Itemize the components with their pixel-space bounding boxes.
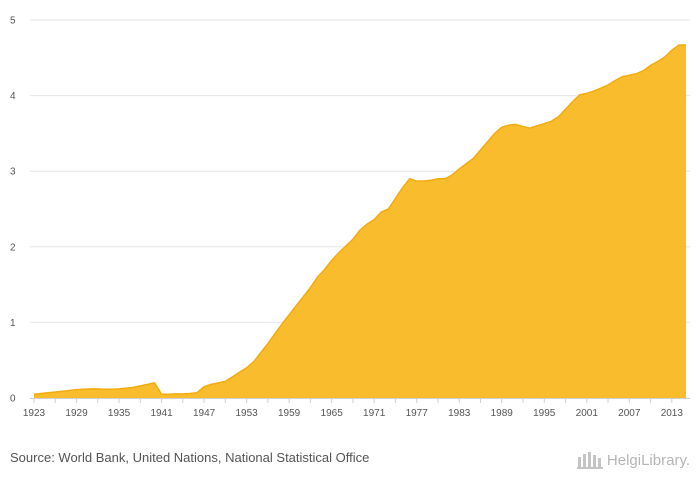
x-tick-label-1971: 1971: [363, 408, 386, 419]
y-tick-label-4: 4: [10, 91, 16, 102]
source-note: Source: World Bank, United Nations, Nati…: [10, 450, 370, 465]
x-tick-label-1995: 1995: [533, 408, 556, 419]
x-tick-label-1941: 1941: [150, 408, 173, 419]
x-tick-label-1989: 1989: [491, 408, 514, 419]
x-tick-label-1959: 1959: [278, 408, 301, 419]
x-tick-label-1947: 1947: [193, 408, 216, 419]
x-tick-label-2013: 2013: [661, 408, 684, 419]
x-tick-label-1923: 1923: [23, 408, 46, 419]
area-series: [33, 44, 686, 399]
x-tick-label-1929: 1929: [65, 408, 88, 419]
y-axis: 0 1 2 3 4 5: [10, 16, 16, 405]
area-chart: 1923 1929 1935 1941 1947 1953 1959 1965 1971 1977…: [10, 16, 690, 419]
x-tick-label-1983: 1983: [448, 408, 471, 419]
x-axis: 1923 1929 1935 1941 1947 1953 1959 1965 1971 1977…: [23, 398, 690, 419]
x-tick-label-1953: 1953: [235, 408, 258, 419]
x-tick-label-2001: 2001: [576, 408, 599, 419]
y-tick-label-5: 5: [10, 16, 16, 27]
y-tick-label-3: 3: [10, 167, 16, 178]
x-tick-label-1977: 1977: [406, 408, 429, 419]
area-line: [33, 44, 686, 395]
y-tick-label-0: 0: [10, 394, 16, 405]
library-logo-icon: [576, 452, 603, 469]
x-tick-label-2007: 2007: [618, 408, 641, 419]
x-tick-label-1965: 1965: [321, 408, 344, 419]
y-tick-label-1: 1: [10, 318, 16, 329]
y-tick-label-2: 2: [10, 242, 16, 253]
x-tick-label-1935: 1935: [108, 408, 131, 419]
brand-name: HelgiLibrary.: [606, 451, 690, 469]
helgi-library-logo[interactable]: HelgiLibrary.: [576, 448, 690, 472]
area-fill: [34, 44, 686, 399]
